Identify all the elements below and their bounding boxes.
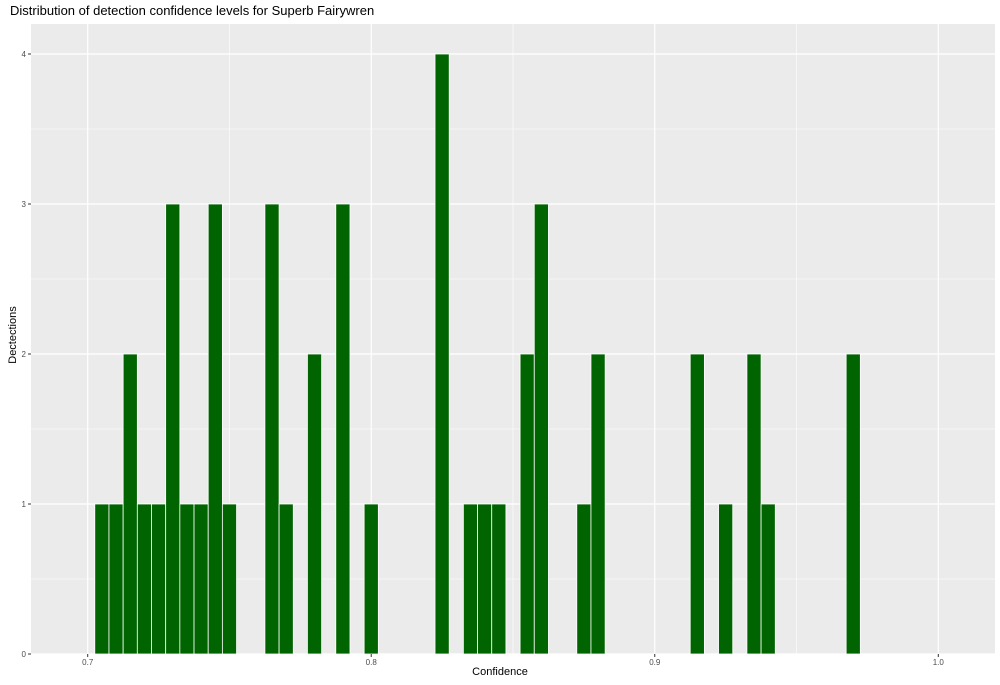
- x-tick-label: 0.8: [366, 658, 378, 667]
- y-axis-title: Dectections: [7, 306, 19, 364]
- y-tick-label: 3: [22, 200, 27, 209]
- histogram-bar: [746, 353, 762, 655]
- histogram-bar: [193, 503, 209, 655]
- histogram-bar: [165, 203, 181, 655]
- histogram-bar: [221, 503, 237, 655]
- histogram-bar: [122, 353, 138, 655]
- histogram-bar: [335, 203, 351, 655]
- histogram-bar: [264, 203, 280, 655]
- y-tick-label: 0: [22, 650, 27, 659]
- x-tick-label: 0.7: [82, 658, 94, 667]
- histogram-bar: [307, 353, 323, 655]
- histogram-bar: [108, 503, 124, 655]
- histogram-bar: [491, 503, 507, 655]
- histogram-bar: [576, 503, 592, 655]
- histogram-bar: [207, 203, 223, 655]
- histogram-bar: [533, 203, 549, 655]
- histogram-bar: [363, 503, 379, 655]
- histogram-bar: [179, 503, 195, 655]
- histogram-bar: [462, 503, 478, 655]
- histogram-bar: [434, 53, 450, 655]
- histogram-bar: [519, 353, 535, 655]
- x-tick-label: 1.0: [933, 658, 945, 667]
- histogram-bar: [760, 503, 776, 655]
- histogram-bar: [590, 353, 606, 655]
- histogram-bar: [689, 353, 705, 655]
- histogram-bar: [718, 503, 734, 655]
- y-tick-label: 1: [22, 500, 27, 509]
- histogram-bar: [151, 503, 167, 655]
- histogram-bar: [94, 503, 110, 655]
- chart-title: Distribution of detection confidence lev…: [10, 3, 375, 18]
- histogram-bar: [278, 503, 294, 655]
- y-tick-label: 4: [22, 50, 27, 59]
- histogram-bar: [845, 353, 861, 655]
- x-tick-label: 0.9: [649, 658, 661, 667]
- histogram-bar: [477, 503, 493, 655]
- y-tick-label: 2: [22, 350, 27, 359]
- histogram-bar: [136, 503, 152, 655]
- x-axis-title: Confidence: [472, 666, 528, 678]
